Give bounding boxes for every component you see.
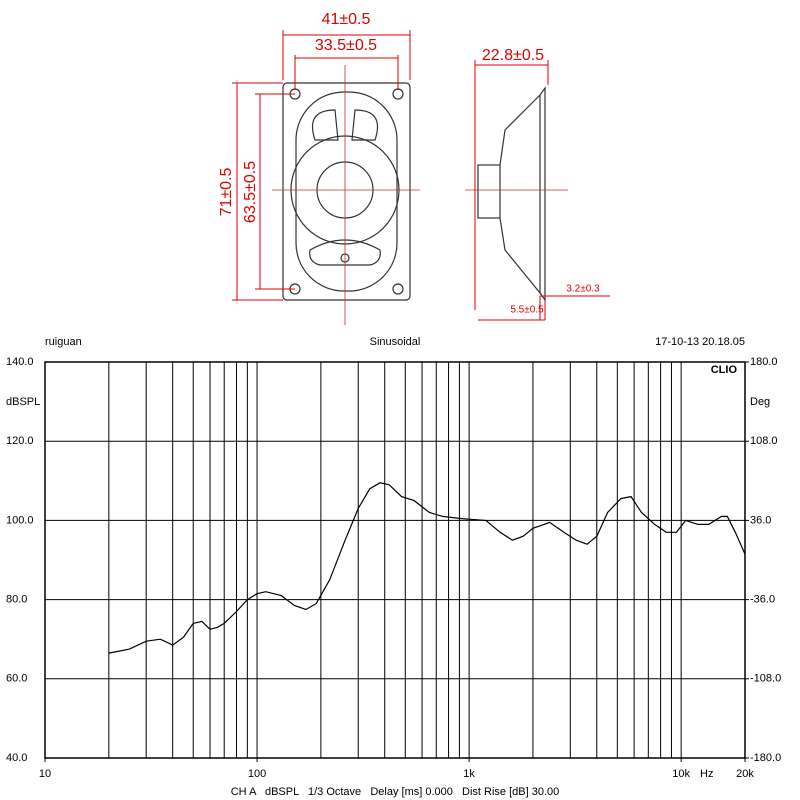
magnet: [477, 164, 501, 219]
y2-tick-label: -108.0: [750, 673, 781, 685]
x-tick-label: 1k: [463, 768, 475, 780]
y2-tick-label: -180.0: [750, 752, 781, 764]
y-tick-label: 120.0: [6, 435, 34, 447]
dimension-label: 71±0.5: [218, 167, 235, 216]
response-line: [108, 482, 746, 654]
dimension-label: 33.5±0.5: [315, 37, 377, 54]
header-left: ruiguan: [45, 336, 82, 348]
x-unit: Hz: [700, 768, 713, 780]
dimension-label: 41±0.5: [322, 11, 371, 28]
y-tick-label: 60.0: [6, 673, 27, 685]
brand: CLIO: [711, 364, 738, 376]
terminal: [309, 239, 381, 266]
dimension-line: [474, 60, 549, 310]
dimension-label: 63.5±0.5: [242, 161, 259, 223]
basket: [499, 86, 546, 302]
y-tick-label: 100.0: [6, 514, 34, 526]
dimension-label: 5.5±0.5: [510, 305, 544, 316]
y-tick-label: 40.0: [6, 752, 27, 764]
x-tick-label: 100: [248, 768, 266, 780]
x-tick-label: 10k: [672, 768, 690, 780]
frame: [282, 82, 411, 301]
x-tick-label: 10: [39, 768, 51, 780]
y2-tick-label: 180.0: [750, 356, 778, 368]
dimension-line: [282, 30, 411, 90]
y-tick-label: 140.0: [6, 356, 34, 368]
speaker-drawing: 41±0.5 33.5±0.5 22.8±0.5 71±0.5 63.5±0.5…: [218, 11, 610, 325]
hole: [392, 283, 404, 295]
x-tick-label: 20k: [736, 768, 754, 780]
y2-tick-label: 36.0: [750, 514, 771, 526]
dimension-line: [232, 82, 295, 301]
dimension-label: 3.2±0.3: [566, 284, 600, 295]
footer: CH A dBSPL 1/3 Octave Delay [ms] 0.000 D…: [231, 786, 560, 798]
y-tick-label: 80.0: [6, 594, 27, 606]
y2-axis-label: Deg: [750, 396, 770, 408]
surround: [295, 91, 398, 292]
slot: [311, 109, 379, 141]
y2-tick-label: 108.0: [750, 435, 778, 447]
plot-frame: [44, 361, 746, 759]
chart-title: Sinusoidal: [370, 336, 421, 348]
dimension-line: [478, 295, 610, 321]
hole: [392, 88, 404, 100]
dimension-label: 22.8±0.5: [482, 47, 544, 64]
y2-tick-label: -36.0: [750, 594, 775, 606]
header-right: 17-10-13 20.18.05: [655, 336, 745, 348]
y-axis-label: dBSPL: [6, 396, 40, 408]
